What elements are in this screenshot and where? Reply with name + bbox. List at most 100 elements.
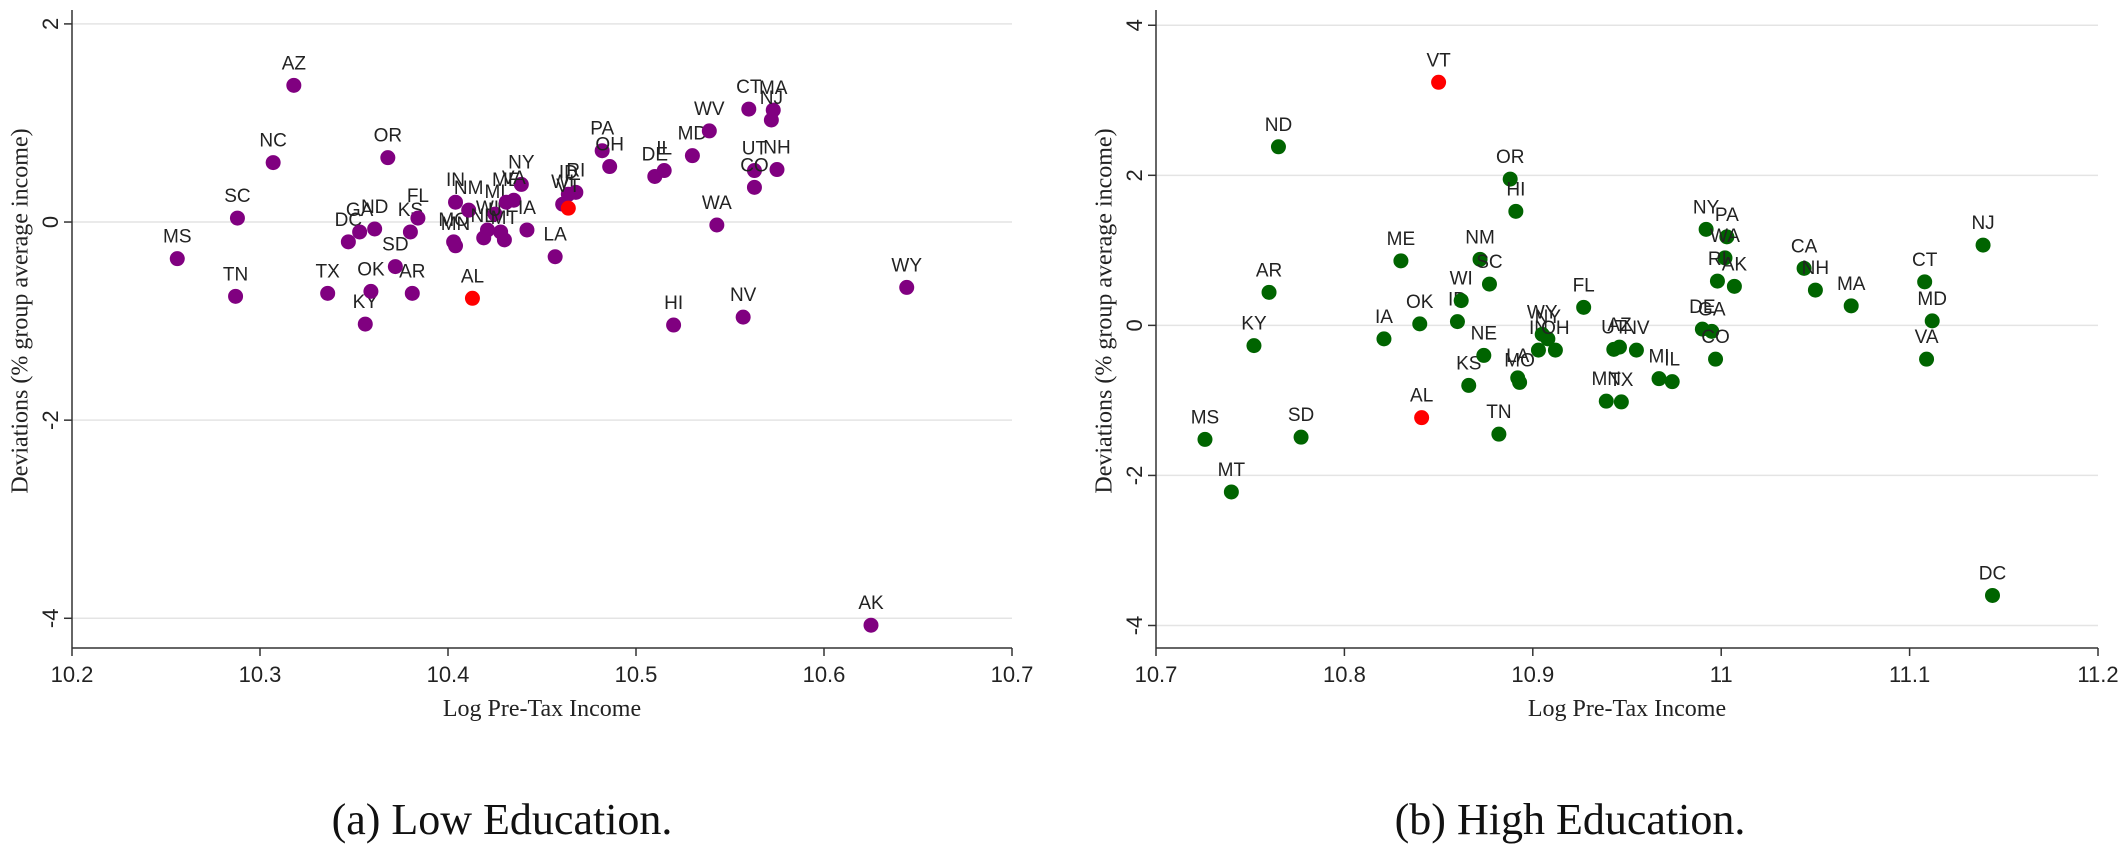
- data-label-il: IL: [656, 139, 672, 160]
- data-point-ks: [402, 224, 418, 240]
- data-point-ms: [1197, 431, 1213, 447]
- panel-high-education: (b) High Education. -4 -2 0 2 4 10.7 10.8 10.9 1…: [1092, 10, 2119, 844]
- data-point-vt-highlight: [1431, 74, 1447, 90]
- data-point-oh: [1547, 342, 1563, 358]
- data-point-mt: [496, 232, 512, 248]
- data-label-mn: MN: [441, 214, 471, 235]
- data-label-oh: OH: [1541, 318, 1570, 339]
- data-label-hi: HI: [664, 293, 683, 314]
- data-label-mt: MT: [1218, 460, 1246, 481]
- data-point-in: [1530, 342, 1546, 358]
- data-point-nm: [461, 202, 477, 218]
- data-point-wy: [899, 279, 915, 295]
- data-label-ms: MS: [163, 227, 192, 248]
- data-point-ny: [1540, 331, 1556, 347]
- data-point-me: [1393, 253, 1409, 269]
- data-label-pa: PA: [1715, 205, 1739, 226]
- data-point-ar: [404, 285, 420, 301]
- data-label-ia: IA: [518, 198, 536, 219]
- x-axis-title: Log Pre-Tax Income: [443, 696, 641, 722]
- data-label-tn: TN: [1486, 402, 1511, 423]
- data-point-nj: [763, 112, 779, 128]
- data-point-mi: [1651, 371, 1667, 387]
- data-point-or: [1502, 171, 1518, 187]
- data-label-mi: MI: [1648, 347, 1669, 368]
- data-label-mn: MN: [1591, 369, 1621, 390]
- data-label-hi: HI: [1506, 179, 1525, 200]
- x-tick-label-1: 10.8: [1323, 662, 1366, 687]
- data-point-ne: [1476, 347, 1492, 363]
- data-label-nm: NM: [454, 178, 484, 199]
- data-point-ny: [513, 176, 529, 192]
- data-point-mt: [1223, 484, 1239, 500]
- data-label-ri: RI: [566, 160, 585, 181]
- data-label-fl: FL: [1573, 275, 1595, 296]
- data-point-wv: [701, 123, 717, 139]
- data-label-ak: AK: [1722, 254, 1748, 275]
- data-label-md: MD: [1917, 289, 1947, 310]
- data-label-ma: MA: [1837, 274, 1866, 295]
- data-point-ky: [1246, 338, 1262, 354]
- data-label-tx: TX: [316, 261, 341, 282]
- data-label-wa: WA: [1710, 226, 1740, 247]
- data-label-nj: NJ: [1971, 213, 1994, 234]
- data-label-ny: NY: [1693, 197, 1720, 218]
- data-label-tn: TN: [223, 264, 248, 285]
- data-point-ok: [363, 283, 379, 299]
- data-label-ca: CA: [1791, 236, 1818, 257]
- data-point-al-highlight: [1414, 410, 1430, 426]
- caption-low-education: (a) Low Education.: [332, 795, 673, 844]
- data-point-nm: [1472, 251, 1488, 267]
- data-label-ri: RI: [1708, 249, 1727, 270]
- data-point-nv: [735, 309, 751, 325]
- data-label-in: IN: [446, 170, 465, 191]
- y-axis-title: Deviations (% group average income): [1092, 128, 1118, 493]
- data-point-ak: [863, 617, 879, 633]
- data-point-ky: [357, 316, 373, 332]
- data-point-in: [448, 194, 464, 210]
- x-tick-label-5: 11.2: [2077, 662, 2118, 687]
- data-label-mo: MO: [1504, 350, 1535, 371]
- data-label-ms: MS: [1191, 407, 1220, 428]
- data-label-la: LA: [544, 225, 568, 246]
- data-label-nv: NV: [730, 285, 757, 306]
- x-tick-label-0: 10.7: [1135, 662, 1178, 687]
- data-point-pa: [594, 143, 610, 159]
- data-label-nc: NC: [259, 131, 286, 152]
- data-label-mo: MO: [438, 210, 469, 231]
- data-point-nc: [265, 155, 281, 171]
- panel-low-education: (a) Low Education. -4 -2 0 2 10.2 10.3 10.4 10.…: [8, 10, 1034, 844]
- data-label-wy: WY: [891, 255, 922, 276]
- data-label-ct: CT: [1912, 250, 1938, 271]
- y-tick-label-0: -4: [38, 609, 63, 629]
- data-point-va: [506, 192, 522, 208]
- data-point-mn: [1598, 393, 1614, 409]
- x-tick-label-4: 11.1: [1889, 662, 1930, 687]
- y-tick-label-3: 2: [38, 18, 63, 30]
- x-tick-label-5: 10.7: [991, 662, 1034, 687]
- data-point-nd: [367, 221, 383, 237]
- data-label-fl: FL: [407, 186, 429, 207]
- data-label-ny: NY: [508, 152, 535, 173]
- data-label-ia: IA: [1375, 307, 1393, 328]
- data-point-ut: [746, 163, 762, 179]
- data-label-ok: OK: [357, 259, 385, 280]
- x-tick-label-3: 11: [1710, 662, 1733, 687]
- y-tick-label-0: -4: [1122, 616, 1147, 636]
- data-label-or: OR: [1496, 147, 1525, 168]
- data-label-nj: NJ: [760, 88, 783, 109]
- data-point-wa: [709, 217, 725, 233]
- data-label-ga: GA: [346, 200, 374, 221]
- data-label-tx: TX: [1609, 370, 1634, 391]
- y-axis-title: Deviations (% group average income): [8, 128, 34, 493]
- data-label-sd: SD: [1288, 405, 1314, 426]
- y-tick-label-4: 4: [1122, 19, 1147, 31]
- y-tick-label-2: 0: [38, 216, 63, 228]
- data-label-nd: ND: [361, 197, 388, 218]
- data-point-ri: [1709, 273, 1725, 289]
- data-label-de: DE: [1689, 297, 1715, 318]
- data-label-sc: SC: [224, 186, 250, 207]
- data-point-ia: [1376, 331, 1392, 347]
- y-tick-label-1: -2: [1122, 466, 1147, 486]
